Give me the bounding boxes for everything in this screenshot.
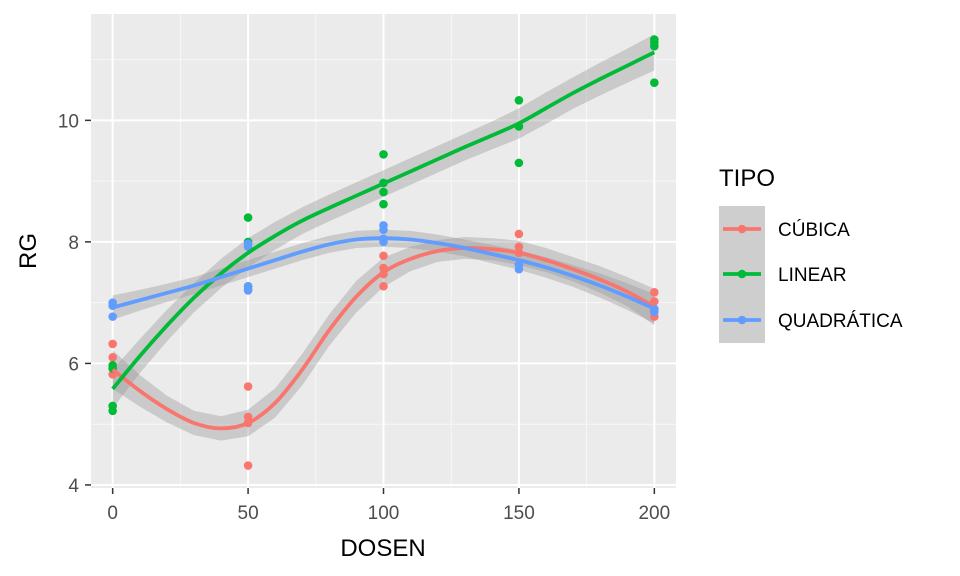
point-quadratica [514, 260, 524, 270]
point-linear [379, 150, 388, 159]
fit-line-quadratica [112, 236, 656, 311]
legend-key-point-linear [737, 269, 747, 279]
point-linear [514, 158, 524, 168]
legend-label-quadratica: QUADRÁTICA [778, 311, 903, 332]
point-quadratica [108, 312, 117, 321]
y-tick-label: 10 [58, 111, 79, 132]
point-linear [650, 78, 659, 87]
point-cubica [650, 288, 659, 297]
point-cubica [379, 281, 388, 291]
point-cubica [243, 382, 253, 391]
y-axis-title: RG [15, 233, 42, 269]
point-linear [379, 187, 388, 197]
fit-line-linear [111, 50, 656, 391]
point-quadratica [243, 286, 253, 295]
y-tick-label: 8 [68, 233, 79, 254]
point-quadratica [243, 242, 253, 252]
point-linear [379, 199, 388, 209]
point-cubica [243, 412, 253, 422]
fit-lines [111, 50, 656, 431]
fit-line-cubica [111, 246, 656, 431]
point-linear [243, 213, 253, 222]
x-tick-label: 150 [503, 503, 535, 524]
point-quadratica [379, 225, 388, 235]
x-tick-label: 200 [638, 503, 670, 524]
x-tick-label: 50 [238, 503, 259, 524]
legend-label-linear: LINEAR [778, 265, 847, 286]
point-linear [650, 41, 659, 51]
axes: 0 50 100 150 200 4 6 8 10 [58, 111, 670, 524]
x-tick-label: 0 [107, 503, 118, 524]
point-cubica [243, 461, 253, 470]
x-axis-title: DOSEN [340, 535, 425, 562]
point-linear [514, 95, 524, 105]
point-cubica [514, 229, 524, 239]
legend-key-point-quadratica [737, 315, 747, 325]
x-tick-label: 100 [368, 503, 400, 524]
legend-keys [719, 206, 765, 343]
point-cubica [108, 339, 117, 349]
legend-title: TIPO [719, 165, 775, 192]
y-tick-label: 4 [68, 476, 79, 497]
y-tick-label: 6 [68, 354, 79, 375]
point-cubica [108, 353, 117, 362]
point-cubica [514, 242, 524, 252]
point-cubica [379, 251, 388, 261]
point-linear [108, 406, 117, 416]
legend-key-point-cubica [737, 224, 747, 234]
legend-label-cubica: CÚBICA [778, 219, 850, 241]
legend: TIPO CÚBICA LINEAR QUADRÁTICA [719, 165, 903, 343]
